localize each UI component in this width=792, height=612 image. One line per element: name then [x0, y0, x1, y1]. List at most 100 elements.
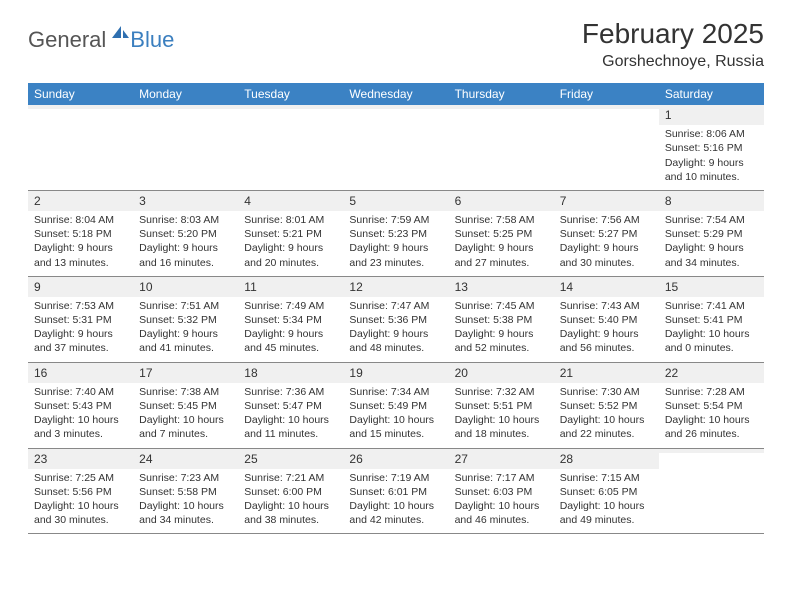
day-cell: 17Sunrise: 7:38 AMSunset: 5:45 PMDayligh… [133, 363, 238, 448]
day-number: 12 [343, 277, 448, 297]
day-info: Sunrise: 7:21 AMSunset: 6:00 PMDaylight:… [244, 471, 337, 528]
sunrise-text: Sunrise: 7:30 AM [560, 385, 653, 399]
day-number: 24 [133, 449, 238, 469]
day-header: Monday [133, 83, 238, 105]
daylight-text: Daylight: 9 hours and 48 minutes. [349, 327, 442, 355]
day-info: Sunrise: 7:36 AMSunset: 5:47 PMDaylight:… [244, 385, 337, 442]
sunrise-text: Sunrise: 7:19 AM [349, 471, 442, 485]
day-info: Sunrise: 7:23 AMSunset: 5:58 PMDaylight:… [139, 471, 232, 528]
sunset-text: Sunset: 6:00 PM [244, 485, 337, 499]
day-number: 1 [659, 105, 764, 125]
day-number [343, 105, 448, 109]
day-header: Wednesday [343, 83, 448, 105]
day-number: 28 [554, 449, 659, 469]
day-cell: 6Sunrise: 7:58 AMSunset: 5:25 PMDaylight… [449, 191, 554, 276]
day-cell: 24Sunrise: 7:23 AMSunset: 5:58 PMDayligh… [133, 449, 238, 534]
day-number: 23 [28, 449, 133, 469]
sunset-text: Sunset: 5:27 PM [560, 227, 653, 241]
sunset-text: Sunset: 5:58 PM [139, 485, 232, 499]
sunset-text: Sunset: 5:43 PM [34, 399, 127, 413]
day-info: Sunrise: 8:03 AMSunset: 5:20 PMDaylight:… [139, 213, 232, 270]
daylight-text: Daylight: 10 hours and 38 minutes. [244, 499, 337, 527]
daylight-text: Daylight: 9 hours and 10 minutes. [665, 156, 758, 184]
day-headers-row: SundayMondayTuesdayWednesdayThursdayFrid… [28, 83, 764, 105]
day-cell: 28Sunrise: 7:15 AMSunset: 6:05 PMDayligh… [554, 449, 659, 534]
sunrise-text: Sunrise: 7:28 AM [665, 385, 758, 399]
daylight-text: Daylight: 10 hours and 11 minutes. [244, 413, 337, 441]
day-info: Sunrise: 7:17 AMSunset: 6:03 PMDaylight:… [455, 471, 548, 528]
day-cell: 10Sunrise: 7:51 AMSunset: 5:32 PMDayligh… [133, 277, 238, 362]
daylight-text: Daylight: 10 hours and 49 minutes. [560, 499, 653, 527]
day-number: 26 [343, 449, 448, 469]
calendar-week: 23Sunrise: 7:25 AMSunset: 5:56 PMDayligh… [28, 449, 764, 535]
day-cell: 3Sunrise: 8:03 AMSunset: 5:20 PMDaylight… [133, 191, 238, 276]
sunrise-text: Sunrise: 7:15 AM [560, 471, 653, 485]
sunset-text: Sunset: 6:03 PM [455, 485, 548, 499]
day-number [554, 105, 659, 109]
daylight-text: Daylight: 9 hours and 41 minutes. [139, 327, 232, 355]
day-cell [28, 105, 133, 190]
sunset-text: Sunset: 5:16 PM [665, 141, 758, 155]
sunrise-text: Sunrise: 7:21 AM [244, 471, 337, 485]
day-number: 7 [554, 191, 659, 211]
sunset-text: Sunset: 5:47 PM [244, 399, 337, 413]
logo-text-blue: Blue [130, 27, 174, 53]
daylight-text: Daylight: 9 hours and 45 minutes. [244, 327, 337, 355]
sunrise-text: Sunrise: 7:45 AM [455, 299, 548, 313]
daylight-text: Daylight: 9 hours and 37 minutes. [34, 327, 127, 355]
daylight-text: Daylight: 9 hours and 34 minutes. [665, 241, 758, 269]
day-info: Sunrise: 7:47 AMSunset: 5:36 PMDaylight:… [349, 299, 442, 356]
daylight-text: Daylight: 10 hours and 42 minutes. [349, 499, 442, 527]
day-number: 9 [28, 277, 133, 297]
day-info: Sunrise: 8:04 AMSunset: 5:18 PMDaylight:… [34, 213, 127, 270]
day-cell: 20Sunrise: 7:32 AMSunset: 5:51 PMDayligh… [449, 363, 554, 448]
sunrise-text: Sunrise: 7:41 AM [665, 299, 758, 313]
day-header: Tuesday [238, 83, 343, 105]
calendar-week: 2Sunrise: 8:04 AMSunset: 5:18 PMDaylight… [28, 191, 764, 277]
day-cell: 13Sunrise: 7:45 AMSunset: 5:38 PMDayligh… [449, 277, 554, 362]
sunrise-text: Sunrise: 7:17 AM [455, 471, 548, 485]
day-number [659, 449, 764, 453]
sunset-text: Sunset: 5:36 PM [349, 313, 442, 327]
day-info: Sunrise: 7:30 AMSunset: 5:52 PMDaylight:… [560, 385, 653, 442]
sunset-text: Sunset: 5:31 PM [34, 313, 127, 327]
day-cell [449, 105, 554, 190]
day-cell: 25Sunrise: 7:21 AMSunset: 6:00 PMDayligh… [238, 449, 343, 534]
day-cell: 11Sunrise: 7:49 AMSunset: 5:34 PMDayligh… [238, 277, 343, 362]
day-cell: 4Sunrise: 8:01 AMSunset: 5:21 PMDaylight… [238, 191, 343, 276]
sunset-text: Sunset: 6:05 PM [560, 485, 653, 499]
day-info: Sunrise: 8:06 AMSunset: 5:16 PMDaylight:… [665, 127, 758, 184]
day-info: Sunrise: 7:54 AMSunset: 5:29 PMDaylight:… [665, 213, 758, 270]
day-cell: 18Sunrise: 7:36 AMSunset: 5:47 PMDayligh… [238, 363, 343, 448]
day-cell: 21Sunrise: 7:30 AMSunset: 5:52 PMDayligh… [554, 363, 659, 448]
daylight-text: Daylight: 10 hours and 3 minutes. [34, 413, 127, 441]
sunset-text: Sunset: 5:52 PM [560, 399, 653, 413]
logo: General Blue [28, 24, 174, 55]
day-cell: 1Sunrise: 8:06 AMSunset: 5:16 PMDaylight… [659, 105, 764, 190]
sunrise-text: Sunrise: 7:51 AM [139, 299, 232, 313]
day-number: 14 [554, 277, 659, 297]
daylight-text: Daylight: 10 hours and 34 minutes. [139, 499, 232, 527]
day-number: 5 [343, 191, 448, 211]
month-title: February 2025 [582, 18, 764, 50]
sunrise-text: Sunrise: 7:36 AM [244, 385, 337, 399]
day-cell [554, 105, 659, 190]
day-info: Sunrise: 7:15 AMSunset: 6:05 PMDaylight:… [560, 471, 653, 528]
sunrise-text: Sunrise: 7:34 AM [349, 385, 442, 399]
sunset-text: Sunset: 5:34 PM [244, 313, 337, 327]
day-number: 13 [449, 277, 554, 297]
day-number [133, 105, 238, 109]
day-info: Sunrise: 7:43 AMSunset: 5:40 PMDaylight:… [560, 299, 653, 356]
day-cell: 16Sunrise: 7:40 AMSunset: 5:43 PMDayligh… [28, 363, 133, 448]
location: Gorshechnoye, Russia [582, 53, 764, 71]
sunset-text: Sunset: 5:49 PM [349, 399, 442, 413]
daylight-text: Daylight: 10 hours and 0 minutes. [665, 327, 758, 355]
logo-sail-icon [110, 24, 130, 45]
daylight-text: Daylight: 10 hours and 18 minutes. [455, 413, 548, 441]
day-cell: 22Sunrise: 7:28 AMSunset: 5:54 PMDayligh… [659, 363, 764, 448]
day-number [28, 105, 133, 109]
day-info: Sunrise: 7:41 AMSunset: 5:41 PMDaylight:… [665, 299, 758, 356]
day-number: 2 [28, 191, 133, 211]
day-cell: 26Sunrise: 7:19 AMSunset: 6:01 PMDayligh… [343, 449, 448, 534]
sunset-text: Sunset: 5:23 PM [349, 227, 442, 241]
